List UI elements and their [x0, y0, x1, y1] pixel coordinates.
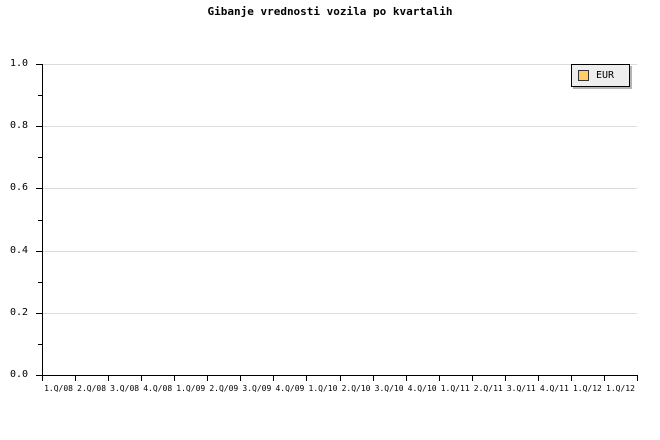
- gridline: [42, 251, 637, 252]
- x-axis-tick: [604, 376, 605, 381]
- x-axis-tick-label: 4.Q/10: [407, 384, 437, 393]
- x-axis-tick: [538, 376, 539, 381]
- x-axis-tick: [207, 376, 208, 381]
- x-axis-tick: [108, 376, 109, 381]
- x-axis-tick-label: 3.Q/11: [506, 384, 536, 393]
- legend-label-eur: EUR: [596, 69, 615, 81]
- gridline: [42, 313, 637, 314]
- x-axis-tick: [306, 376, 307, 381]
- x-axis-tick-label: 2.Q/11: [473, 384, 503, 393]
- x-axis-tick: [373, 376, 374, 381]
- x-axis-tick-label: 4.Q/11: [539, 384, 569, 393]
- x-axis-tick-label: 4.Q/08: [143, 384, 173, 393]
- x-axis-line: [42, 375, 638, 376]
- x-axis-tick: [505, 376, 506, 381]
- x-axis-tick: [240, 376, 241, 381]
- x-axis-tick-label: 1.Q/10: [308, 384, 338, 393]
- gridline: [42, 126, 637, 127]
- y-axis-tick-label: 0.2: [9, 307, 28, 318]
- x-axis-tick: [174, 376, 175, 381]
- gridline: [42, 188, 637, 189]
- y-axis-tick: [36, 188, 42, 189]
- x-axis-tick: [637, 376, 638, 381]
- x-axis-tick-label: 2.Q/10: [341, 384, 371, 393]
- x-axis-tick-label: 3.Q/08: [110, 384, 140, 393]
- x-axis-tick: [42, 376, 43, 381]
- y-axis-tick-label: 0.4: [9, 245, 28, 256]
- x-axis-tick-label: 1.Q/09: [176, 384, 206, 393]
- x-axis-tick: [141, 376, 142, 381]
- y-axis-minor-tick: [38, 282, 42, 283]
- x-axis-tick: [439, 376, 440, 381]
- y-axis-minor-tick: [38, 344, 42, 345]
- x-axis-tick-label: 1.Q/08: [44, 384, 73, 393]
- x-axis-tick: [340, 376, 341, 381]
- chart-title: Gibanje vrednosti vozila po kvartalih: [207, 5, 453, 18]
- y-axis-tick-label: 0.6: [9, 182, 28, 193]
- x-axis-tick-label: 1.Q/11: [440, 384, 470, 393]
- y-axis-tick: [36, 64, 42, 65]
- x-axis-tick: [273, 376, 274, 381]
- y-axis-tick: [36, 251, 42, 252]
- y-axis-tick-label: 1.0: [9, 58, 28, 69]
- x-axis-tick-label: 3.Q/09: [242, 384, 272, 393]
- chart-legend[interactable]: EUR: [571, 64, 630, 87]
- y-axis-minor-tick: [38, 220, 42, 221]
- y-axis-tick: [36, 375, 42, 376]
- x-axis-tick: [406, 376, 407, 381]
- x-axis-tick: [75, 376, 76, 381]
- y-axis-tick-label: 0.8: [9, 120, 28, 131]
- y-axis-tick: [36, 126, 42, 127]
- x-axis-tick: [472, 376, 473, 381]
- x-axis-tick-label: 3.Q/10: [374, 384, 404, 393]
- plot-area: [42, 64, 637, 375]
- x-axis-tick: [571, 376, 572, 381]
- y-axis-tick-label: 0.0: [9, 369, 28, 380]
- y-axis-minor-tick: [38, 157, 42, 158]
- x-axis-tick-label: 1.Q/12: [606, 384, 635, 393]
- x-axis-tick-label: 2.Q/08: [77, 384, 107, 393]
- y-axis-line: [42, 64, 43, 376]
- y-axis-tick: [36, 313, 42, 314]
- x-axis-tick-label: 1.Q/12: [572, 384, 602, 393]
- x-axis-tick-label: 2.Q/09: [209, 384, 239, 393]
- x-axis-tick-label: 4.Q/09: [275, 384, 305, 393]
- y-axis-minor-tick: [38, 95, 42, 96]
- legend-swatch-eur: [578, 70, 589, 81]
- gridline: [42, 64, 637, 65]
